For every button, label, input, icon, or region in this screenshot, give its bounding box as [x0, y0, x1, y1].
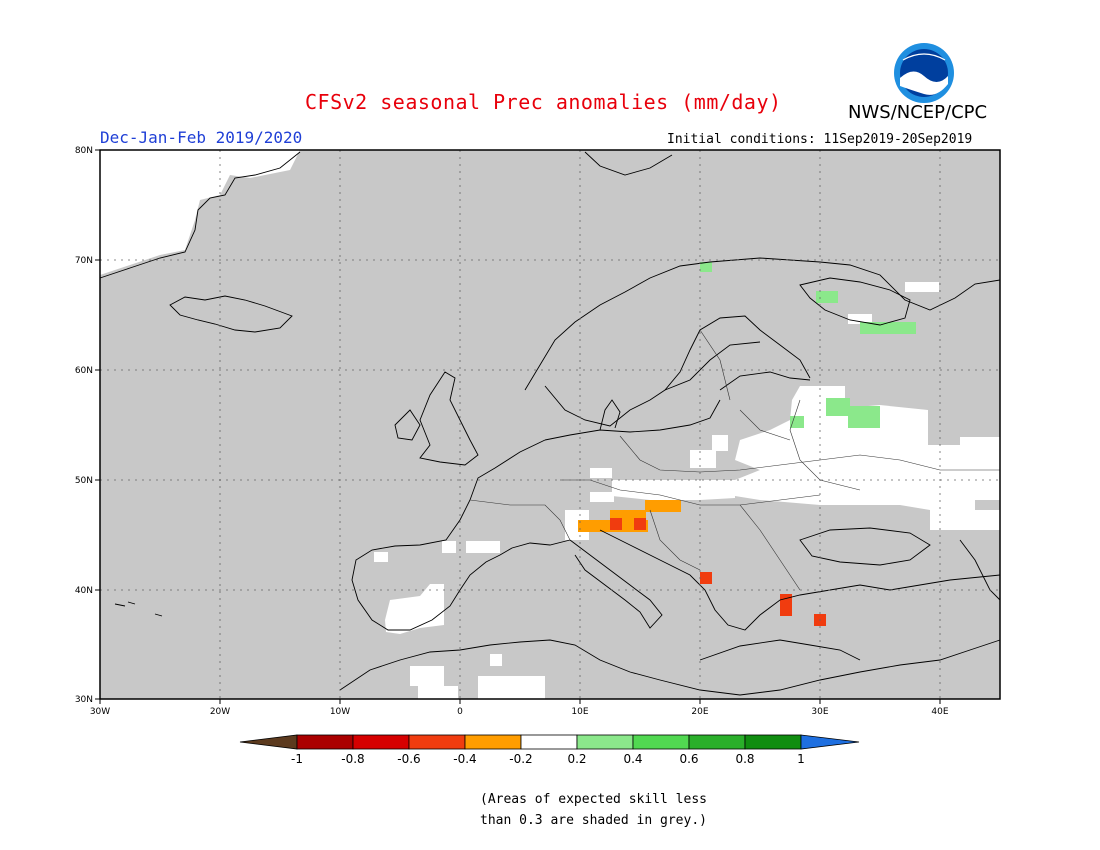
- colorbar-label: 0.4: [623, 752, 642, 766]
- lon-tick-label: 40E: [931, 707, 948, 717]
- longitude-labels: 30W 20W 10W 0 10E 20E 30E 40E: [90, 707, 949, 717]
- colorbar-label: -0.6: [397, 752, 420, 766]
- colorbar-label: -0.4: [453, 752, 476, 766]
- noaa-logo: [894, 43, 954, 103]
- colorbar-segment: [688, 734, 746, 750]
- positive-anomaly-cells: [700, 262, 916, 428]
- lon-tick-label: 30E: [811, 707, 828, 717]
- latitude-labels: 80N 70N 60N 50N 40N 30N: [75, 146, 93, 705]
- colorbar-arrow-high: [800, 734, 860, 750]
- colorbar-label: 0.8: [735, 752, 754, 766]
- colorbar-segment: [520, 734, 578, 750]
- colorbar-segment: [744, 734, 802, 750]
- colorbar-segment: [632, 734, 690, 750]
- lat-tick-label: 80N: [75, 146, 93, 156]
- lon-tick-label: 20E: [691, 707, 708, 717]
- colorbar-arrow-low: [239, 734, 298, 750]
- colorbar-label: 1: [797, 752, 805, 766]
- coastlines: [99, 151, 1001, 696]
- lat-tick-label: 40N: [75, 586, 93, 596]
- colorbar-segment: [296, 734, 354, 750]
- skill-note-line: than 0.3 are shaded in grey.): [480, 813, 707, 828]
- lon-tick-label: 20W: [210, 707, 230, 717]
- lat-tick-label: 70N: [75, 256, 93, 266]
- colorbar-label: -0.2: [509, 752, 532, 766]
- lon-tick-label: 0: [457, 707, 463, 717]
- season-label: Dec-Jan-Feb 2019/2020: [100, 128, 303, 147]
- colorbar-segment: [408, 734, 466, 750]
- colorbar-segment: [352, 734, 410, 750]
- skill-note-line: (Areas of expected skill less: [480, 792, 707, 807]
- colorbar-label: 0.2: [567, 752, 586, 766]
- lat-tick-label: 50N: [75, 476, 93, 486]
- lat-tick-label: 60N: [75, 366, 93, 376]
- tick-marks: [95, 149, 941, 704]
- colorbar-segment: [464, 734, 522, 750]
- colorbar-label: 0.6: [679, 752, 698, 766]
- lon-tick-label: 10E: [571, 707, 588, 717]
- colorbar-label: -0.8: [341, 752, 364, 766]
- white-anomaly-regions: [100, 150, 1000, 699]
- graticule: [100, 150, 1000, 699]
- colorbar: -1 -0.8 -0.6 -0.4 -0.2 0.2 0.4 0.6 0.8 1: [239, 734, 860, 766]
- agency-label: NWS/NCEP/CPC: [848, 102, 988, 123]
- initial-conditions-label: Initial conditions: 11Sep2019-20Sep2019: [667, 132, 973, 147]
- lon-tick-label: 10W: [330, 707, 350, 717]
- map-frame: [99, 149, 1001, 700]
- country-borders: [469, 329, 1000, 591]
- colorbar-segment: [576, 734, 634, 750]
- map-title: CFSv2 seasonal Prec anomalies (mm/day): [305, 90, 782, 114]
- lon-tick-label: 30W: [90, 707, 110, 717]
- colorbar-label: -1: [291, 752, 303, 766]
- lat-tick-label: 30N: [75, 695, 93, 705]
